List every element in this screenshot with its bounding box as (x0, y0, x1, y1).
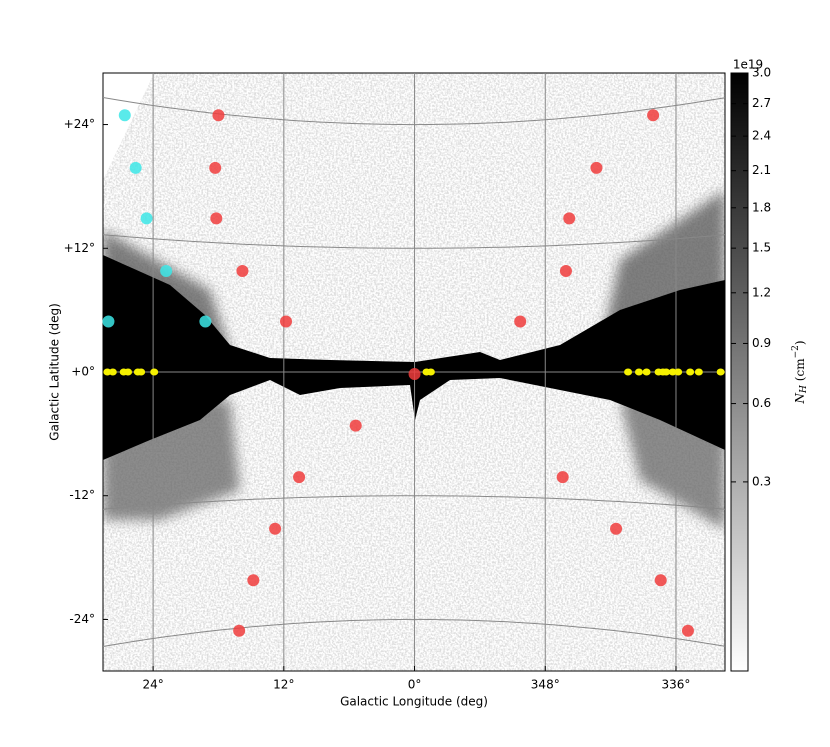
dust-map (103, 73, 725, 671)
colorbar-tick-label: 0.9 (752, 336, 771, 350)
marker (210, 212, 223, 225)
y-tick-label: +12° (64, 241, 95, 255)
marker (642, 368, 651, 376)
x-tick-label: 12° (273, 678, 294, 692)
colorbar-tick-label: 1.8 (752, 200, 771, 214)
y-tick-label: +24° (64, 117, 95, 131)
x-tick-label: 336° (662, 678, 691, 692)
marker (610, 522, 623, 535)
marker (236, 264, 249, 277)
x-tick-label: 348° (531, 678, 560, 692)
marker (681, 624, 694, 637)
marker (686, 368, 695, 376)
marker (108, 368, 117, 376)
marker (247, 574, 260, 587)
marker (140, 212, 153, 225)
marker (212, 109, 225, 122)
colorbar-tick-label: 2.4 (752, 129, 771, 143)
marker (280, 315, 293, 328)
marker (674, 368, 683, 376)
colorbar-tick-label: 2.7 (752, 96, 771, 110)
marker (209, 161, 222, 174)
marker (662, 368, 671, 376)
marker (408, 368, 421, 381)
marker (654, 574, 667, 587)
marker (269, 522, 282, 535)
cb-sub: H (799, 385, 809, 394)
x-tick-label: 24° (142, 678, 163, 692)
marker (514, 315, 527, 328)
marker (102, 315, 115, 328)
x-axis-label: Galactic Longitude (deg) (340, 695, 488, 709)
y-tick-label: +0° (71, 365, 95, 379)
cb-unit: (cm (793, 358, 807, 381)
marker (160, 264, 173, 277)
cb-close: ) (793, 340, 807, 345)
marker (556, 471, 569, 484)
colorbar-tick-label: 0.6 (752, 396, 771, 410)
grid-line (103, 618, 725, 647)
marker (129, 161, 142, 174)
colorbar-label: NH (cm−2) (791, 340, 809, 404)
colorbar-tick-label: 3.0 (752, 66, 771, 80)
colorbar-tick-label: 2.1 (752, 163, 771, 177)
grid-line (103, 495, 725, 510)
y-tick-label: -24° (69, 612, 95, 626)
marker (559, 264, 572, 277)
marker (647, 109, 660, 122)
marker (150, 368, 159, 376)
colorbar (730, 72, 749, 672)
colorbar-tick-label: 1.5 (752, 241, 771, 255)
colorbar-tick-label: 1.2 (752, 285, 771, 299)
marker (293, 471, 306, 484)
colorbar-tick-label: 0.3 (752, 474, 771, 488)
marker (199, 315, 212, 328)
grid-line (103, 234, 725, 249)
y-axis-label: Galactic Latitude (deg) (48, 303, 62, 441)
marker (118, 109, 131, 122)
grid-line (103, 97, 725, 126)
cb-exp: −2 (791, 345, 801, 358)
marker (563, 212, 576, 225)
y-tick-label: -12° (69, 488, 95, 502)
cb-symbol: N (793, 393, 807, 405)
marker (716, 368, 725, 376)
marker (590, 161, 603, 174)
marker (624, 368, 633, 376)
marker (694, 368, 703, 376)
marker (634, 368, 643, 376)
marker (233, 624, 246, 637)
marker (426, 368, 435, 376)
colorbar-offset: 1e19 (733, 58, 763, 72)
marker (124, 368, 133, 376)
x-tick-label: 0° (408, 678, 422, 692)
marker (349, 419, 362, 432)
marker (137, 368, 146, 376)
